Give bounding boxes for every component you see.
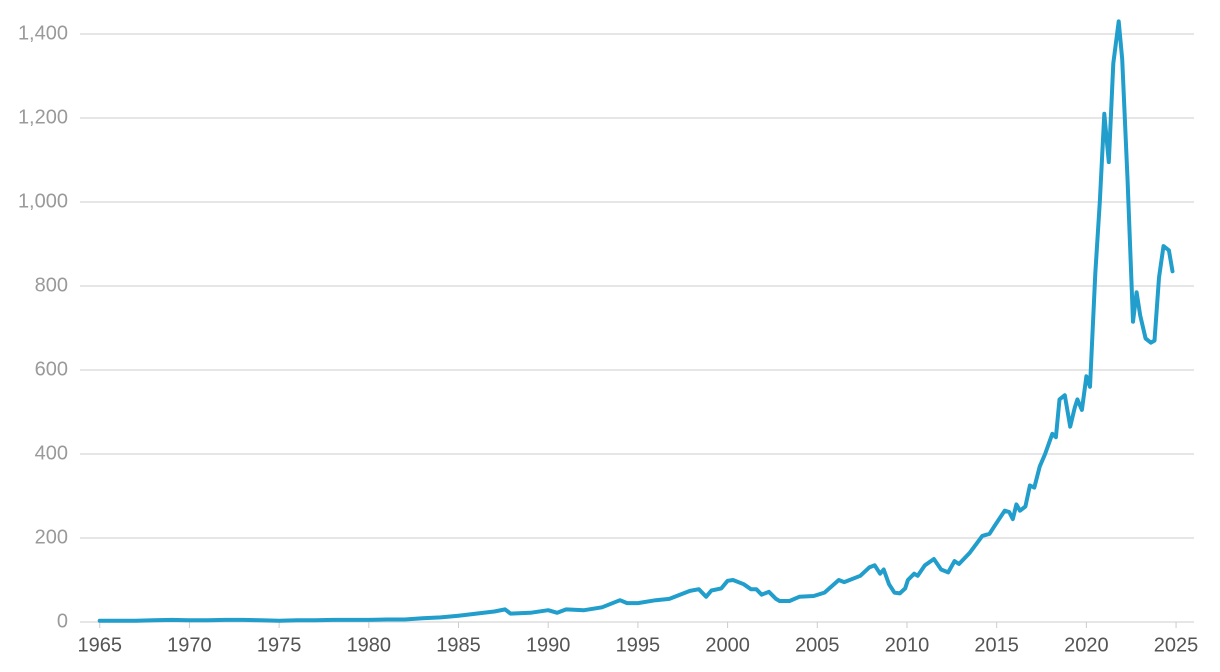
y-tick-label: 1,400 — [18, 22, 68, 44]
x-tick-label: 1970 — [167, 634, 212, 656]
x-tick-label: 2010 — [885, 634, 930, 656]
x-tick-label: 1990 — [526, 634, 571, 656]
line-series — [97, 19, 1175, 623]
y-tick-label: 0 — [57, 610, 68, 632]
y-tick-label: 200 — [35, 526, 68, 548]
x-tick-label: 1965 — [77, 634, 122, 656]
x-tick-label: 1985 — [436, 634, 481, 656]
y-tick-label: 400 — [35, 442, 68, 464]
y-tick-label: 600 — [35, 358, 68, 380]
x-tick-label: 2025 — [1154, 634, 1199, 656]
x-tick-label: 1980 — [347, 634, 392, 656]
x-tick-label: 2005 — [795, 634, 840, 656]
y-tick-label: 1,200 — [18, 106, 68, 128]
x-tick-label: 2020 — [1064, 634, 1109, 656]
x-tick-label: 2015 — [974, 634, 1019, 656]
x-tick-label: 1995 — [616, 634, 661, 656]
y-tick-label: 1,000 — [18, 190, 68, 212]
y-tick-label: 800 — [35, 274, 68, 296]
x-tick-label: 2000 — [705, 634, 750, 656]
x-tick-label: 1975 — [257, 634, 302, 656]
